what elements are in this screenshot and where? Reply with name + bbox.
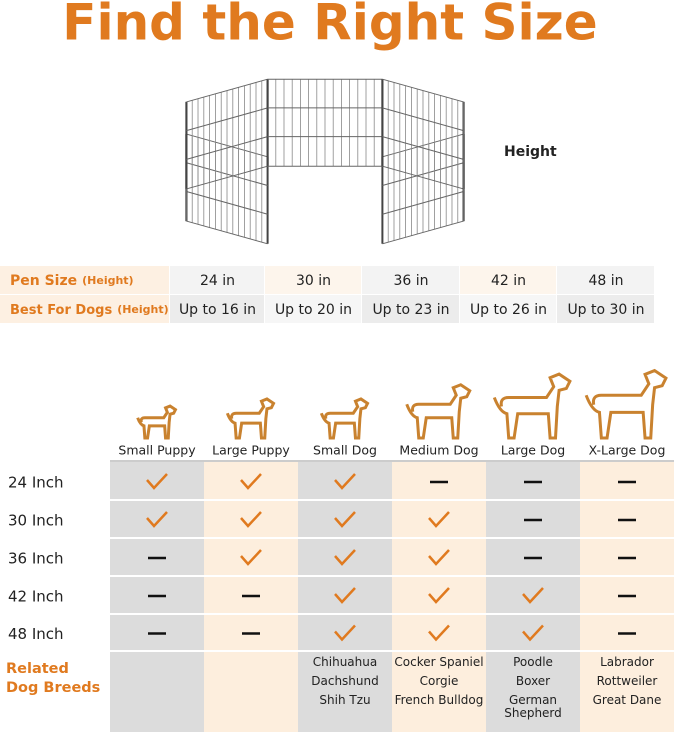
row-label: 42 Inch (8, 588, 64, 606)
pen-rail (186, 165, 268, 190)
title: Find the Right Size (62, 0, 597, 52)
check-mark (334, 473, 356, 490)
dog-icon (136, 404, 178, 440)
check-mark (428, 549, 450, 566)
check-mark (146, 473, 168, 490)
check-mark (522, 587, 544, 604)
pen-rail (186, 191, 268, 215)
table-value: 36 in (393, 273, 428, 289)
pen-image (185, 78, 465, 245)
table-value: 42 in (491, 273, 526, 289)
breed: Corgie (419, 674, 459, 688)
pen-rail (382, 220, 464, 245)
breed: Cocker Spaniel (394, 655, 484, 669)
breeds-label: Related Dog Breeds (6, 661, 101, 696)
row-label: Pen Size (Height) (10, 273, 134, 289)
row-label: Best For Dogs (Height) (10, 303, 169, 318)
check-mark (146, 511, 168, 528)
dog-icon (492, 372, 572, 440)
check-mark (428, 587, 450, 604)
breeds-cell: Cocker Spaniel Corgie French Bulldog (394, 655, 484, 707)
check-mark (334, 511, 356, 528)
breed: Boxer (515, 674, 551, 688)
breed: Dachshund (311, 674, 379, 688)
table-cell (460, 295, 556, 323)
check-mark (522, 624, 544, 642)
row-label-note: (Height) (82, 274, 133, 287)
breeds-cell: Poodle Boxer German Shepherd (504, 655, 562, 720)
table-value: 48 in (588, 273, 623, 289)
pen-rail (186, 136, 268, 160)
column-label: Large Dog (501, 443, 565, 458)
check-mark (334, 549, 356, 566)
pen-rail (382, 78, 464, 103)
dog-icon (405, 383, 472, 440)
check-mark (428, 624, 450, 642)
check-mark (240, 549, 262, 566)
row-label: 30 Inch (8, 512, 64, 530)
table-cell (170, 266, 264, 294)
table-cell (0, 266, 169, 294)
table-value: 30 in (296, 273, 331, 289)
breed: Great Dane (592, 693, 662, 707)
check-mark (334, 624, 356, 642)
column-label: Large Puppy (212, 443, 290, 458)
breed: Chihuahua (312, 655, 378, 669)
table-cell (557, 266, 654, 294)
table-cell (362, 266, 459, 294)
pen-rail (186, 107, 268, 132)
pen-rail (186, 78, 268, 103)
breeds-cell: Labrador Rottweiler Great Dane (592, 655, 662, 707)
table-value: 24 in (200, 273, 235, 289)
breed: Poodle (513, 655, 553, 669)
breed: Labrador (600, 655, 654, 669)
pen-rail (186, 220, 268, 245)
row-label-main: Pen Size (10, 273, 77, 289)
breeds-label-box: Related Dog Breeds (6, 661, 101, 696)
table-cell (265, 295, 361, 323)
column-label: Medium Dog (399, 443, 478, 458)
table-cell (362, 295, 459, 323)
table-value: Up to 23 in (372, 302, 449, 318)
check-mark (428, 511, 450, 528)
breed: Shih Tzu (319, 693, 371, 707)
column-label: X-Large Dog (589, 443, 666, 458)
breed: German Shepherd (504, 693, 562, 720)
table-value: Up to 20 in (275, 302, 352, 318)
breeds-cell (110, 653, 204, 731)
row-label-main: Best For Dogs (10, 303, 112, 318)
table-value: Up to 16 in (179, 302, 256, 318)
column-label: Small Puppy (118, 443, 196, 458)
row-label: 48 Inch (8, 625, 64, 643)
table-cell (0, 295, 169, 323)
breeds-cell (204, 653, 298, 731)
height-label: Height (504, 144, 557, 160)
table-cell (170, 295, 264, 323)
table-cell (557, 295, 654, 323)
dog-icon (584, 368, 668, 440)
column-label: Small Dog (313, 443, 377, 458)
check-mark (240, 473, 262, 490)
row-label: 36 Inch (8, 550, 64, 568)
table-cell (460, 266, 556, 294)
pen-rail (382, 191, 464, 215)
table-value: Up to 26 in (470, 302, 547, 318)
dog-icon (319, 397, 370, 440)
check-mark (240, 511, 262, 528)
breeds-cell: Chihuahua Dachshund Shih Tzu (311, 655, 379, 707)
breed: Rottweiler (596, 674, 658, 688)
dog-icon (225, 397, 276, 440)
row-label-note: (Height) (117, 303, 168, 316)
pen-rail (382, 165, 464, 190)
table-cell (265, 266, 361, 294)
row-label: 24 Inch (8, 474, 64, 492)
pen-rail (382, 107, 464, 132)
table-value: Up to 30 in (567, 302, 644, 318)
check-mark (334, 587, 356, 604)
breed: French Bulldog (394, 693, 484, 707)
pen-rail (382, 136, 464, 160)
